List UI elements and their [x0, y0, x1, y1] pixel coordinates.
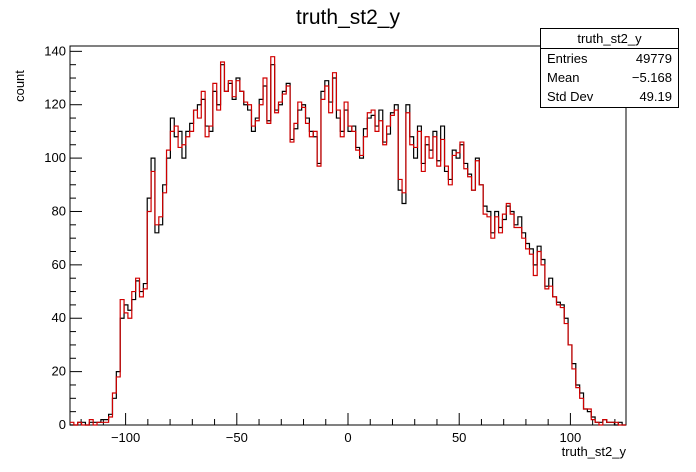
y-axis: 0 20 40 60 80 100 120 140: [44, 43, 82, 432]
y-tick-label: 20: [52, 364, 66, 379]
stats-stddev-label: Std Dev: [547, 89, 594, 104]
x-tick-label: 100: [560, 430, 582, 445]
y-tick-label: 60: [52, 257, 66, 272]
x-axis: −100 −50 0 50 100: [80, 413, 616, 445]
x-tick-label: −50: [226, 430, 248, 445]
y-tick-label: 140: [44, 43, 66, 58]
stats-entries-label: Entries: [547, 51, 588, 66]
stats-entries-value: 49779: [635, 51, 672, 66]
x-tick-label: 50: [452, 430, 466, 445]
stats-box: truth_st2_y Entries 49779 Mean −5.168 St…: [540, 28, 679, 108]
stats-row-entries: Entries 49779: [541, 49, 678, 68]
x-axis-label: truth_st2_y: [562, 444, 627, 459]
stats-row-mean: Mean −5.168: [541, 68, 678, 87]
stats-mean-value: −5.168: [631, 70, 672, 85]
x-tick-label: 0: [344, 430, 351, 445]
stats-title: truth_st2_y: [541, 29, 678, 49]
chart-title: truth_st2_y: [296, 6, 400, 29]
y-tick-label: 120: [44, 97, 66, 112]
y-axis-label: count: [12, 70, 27, 102]
x-tick-label: −100: [111, 430, 140, 445]
series-group: [70, 56, 626, 426]
stats-row-stddev: Std Dev 49.19: [541, 87, 678, 106]
y-tick-label: 0: [59, 417, 66, 432]
stats-stddev-value: 49.19: [639, 89, 672, 104]
y-tick-label: 100: [44, 150, 66, 165]
y-tick-label: 40: [52, 310, 66, 325]
stats-mean-label: Mean: [547, 70, 580, 85]
histogram-series-2: [70, 56, 626, 426]
y-tick-label: 80: [52, 203, 66, 218]
